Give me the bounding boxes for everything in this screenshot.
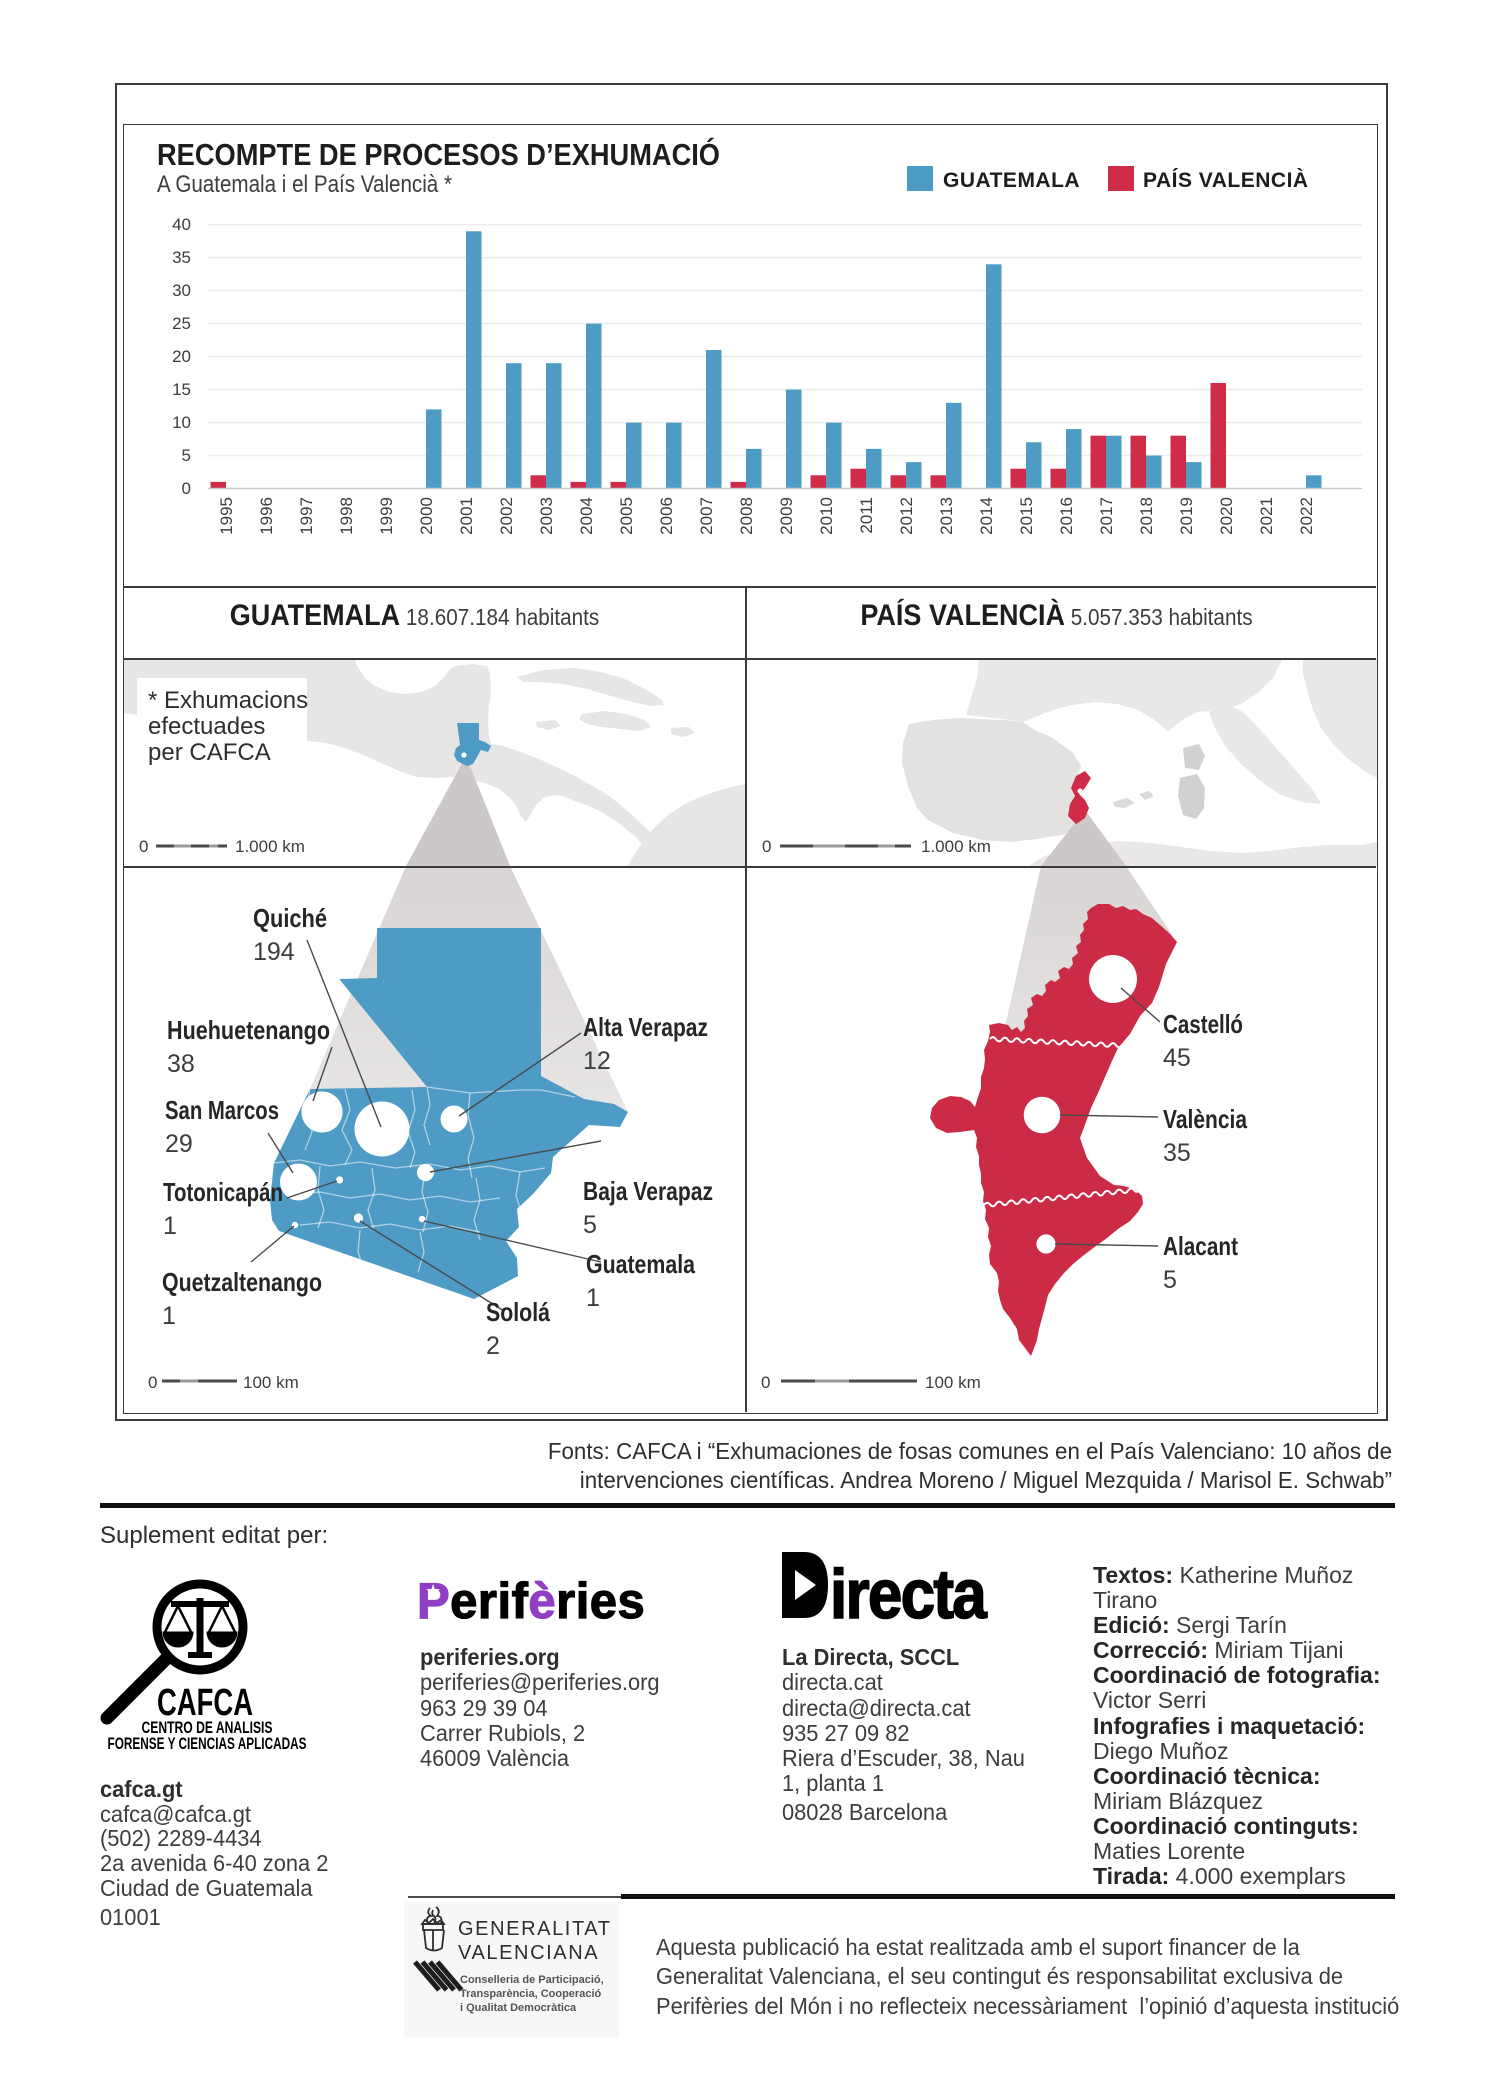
svg-text:0: 0 xyxy=(762,837,771,856)
svg-text:2009: 2009 xyxy=(777,497,796,535)
svg-text:2001: 2001 xyxy=(457,497,476,535)
svg-text:* Exhumacions: * Exhumacions xyxy=(148,687,308,714)
svg-text:2013: 2013 xyxy=(937,497,956,535)
svg-text:Sololá: Sololá xyxy=(486,1297,550,1327)
svg-text:Guatemala: Guatemala xyxy=(586,1249,695,1279)
svg-text:0: 0 xyxy=(761,1373,770,1392)
svg-text:2002: 2002 xyxy=(497,497,516,535)
svg-text:Huehuetenango: Huehuetenango xyxy=(167,1015,330,1045)
svg-text:GENERALITAT: GENERALITAT xyxy=(458,1918,612,1940)
svg-text:2006: 2006 xyxy=(657,497,676,535)
svg-text:5: 5 xyxy=(1163,1266,1177,1294)
svg-text:Totonicapán: Totonicapán xyxy=(163,1177,283,1207)
svg-text:2015: 2015 xyxy=(1017,497,1036,535)
svg-text:45: 45 xyxy=(1163,1044,1191,1072)
svg-text:2005: 2005 xyxy=(617,497,636,535)
svg-text:0: 0 xyxy=(182,479,191,498)
svg-text:38: 38 xyxy=(167,1050,195,1078)
svg-text:efectuades: efectuades xyxy=(148,713,265,740)
svg-text:per CAFCA: per CAFCA xyxy=(148,739,271,766)
svg-text:194: 194 xyxy=(253,938,295,966)
svg-text:CAFCA: CAFCA xyxy=(157,1682,253,1724)
svg-text:València: València xyxy=(1163,1104,1247,1134)
svg-text:100 km: 100 km xyxy=(925,1373,981,1392)
svg-text:1996: 1996 xyxy=(257,497,276,535)
svg-text:2017: 2017 xyxy=(1097,497,1116,535)
svg-text:GUATEMALA: GUATEMALA xyxy=(943,169,1080,192)
svg-text:Alta Verapaz: Alta Verapaz xyxy=(583,1012,708,1042)
svg-text:12: 12 xyxy=(583,1047,611,1075)
svg-text:29: 29 xyxy=(165,1130,193,1158)
svg-text:20: 20 xyxy=(172,347,191,366)
svg-text:5: 5 xyxy=(182,446,191,465)
svg-text:2007: 2007 xyxy=(697,497,716,535)
svg-text:0: 0 xyxy=(139,837,148,856)
svg-text:1.000 km: 1.000 km xyxy=(235,837,305,856)
svg-text:2020: 2020 xyxy=(1217,497,1236,535)
svg-text:15: 15 xyxy=(172,380,191,399)
svg-text:Transparència, Cooperació: Transparència, Cooperació xyxy=(460,1988,601,2000)
svg-text:35: 35 xyxy=(172,248,191,267)
svg-text:FORENSE Y CIENCIAS APLICADAS: FORENSE Y CIENCIAS APLICADAS xyxy=(108,1734,307,1753)
svg-text:5: 5 xyxy=(583,1211,597,1239)
svg-text:2004: 2004 xyxy=(577,497,596,535)
svg-text:Baja Verapaz: Baja Verapaz xyxy=(583,1176,713,1206)
svg-text:2019: 2019 xyxy=(1177,497,1196,535)
svg-text:VALENCIANA: VALENCIANA xyxy=(458,1942,599,1964)
svg-text:2012: 2012 xyxy=(897,497,916,535)
svg-text:irecta: irecta xyxy=(830,1555,988,1622)
svg-text:2008: 2008 xyxy=(737,497,756,535)
svg-text:Quetzaltenango: Quetzaltenango xyxy=(162,1267,322,1297)
svg-text:Quiché: Quiché xyxy=(253,903,327,933)
svg-text:i Qualitat Democràtica: i Qualitat Democràtica xyxy=(460,2002,577,2014)
svg-text:10: 10 xyxy=(172,413,191,432)
svg-text:2021: 2021 xyxy=(1257,497,1276,535)
svg-text:25: 25 xyxy=(172,314,191,333)
svg-text:CENTRO DE ANALISIS: CENTRO DE ANALISIS xyxy=(142,1718,273,1737)
svg-text:Castelló: Castelló xyxy=(1163,1009,1243,1039)
svg-text:A Guatemala i el País Valencià: A Guatemala i el País Valencià * xyxy=(157,171,452,198)
svg-text:35: 35 xyxy=(1163,1139,1191,1167)
svg-text:1995: 1995 xyxy=(217,497,236,535)
svg-text:1998: 1998 xyxy=(337,497,356,535)
svg-text:1: 1 xyxy=(163,1212,177,1240)
svg-text:1: 1 xyxy=(586,1284,600,1312)
svg-text:Alacant: Alacant xyxy=(1163,1231,1238,1261)
svg-text:San Marcos: San Marcos xyxy=(165,1095,279,1125)
svg-text:1997: 1997 xyxy=(297,497,316,535)
svg-text:2011: 2011 xyxy=(857,497,876,534)
svg-text:Conselleria de Participació,: Conselleria de Participació, xyxy=(460,1974,604,1986)
svg-text:2014: 2014 xyxy=(977,497,996,535)
svg-text:100 km: 100 km xyxy=(243,1373,299,1392)
svg-text:1: 1 xyxy=(162,1302,176,1330)
svg-text:RECOMPTE DE PROCESOS D’EXHUMAC: RECOMPTE DE PROCESOS D’EXHUMACIÓ xyxy=(157,136,720,172)
svg-text:1999: 1999 xyxy=(377,497,396,535)
svg-text:0: 0 xyxy=(148,1373,157,1392)
svg-text:2018: 2018 xyxy=(1137,497,1156,535)
svg-text:30: 30 xyxy=(172,281,191,300)
svg-text:2: 2 xyxy=(486,1332,500,1360)
svg-text:2000: 2000 xyxy=(417,497,436,535)
svg-text:2022: 2022 xyxy=(1297,497,1316,535)
svg-text:2003: 2003 xyxy=(537,497,556,535)
svg-text:1.000 km: 1.000 km xyxy=(921,837,991,856)
svg-text:PAÍS VALENCIÀ: PAÍS VALENCIÀ xyxy=(1143,169,1309,192)
svg-text:40: 40 xyxy=(172,215,191,234)
svg-text:2016: 2016 xyxy=(1057,497,1076,535)
svg-text:2010: 2010 xyxy=(817,497,836,535)
